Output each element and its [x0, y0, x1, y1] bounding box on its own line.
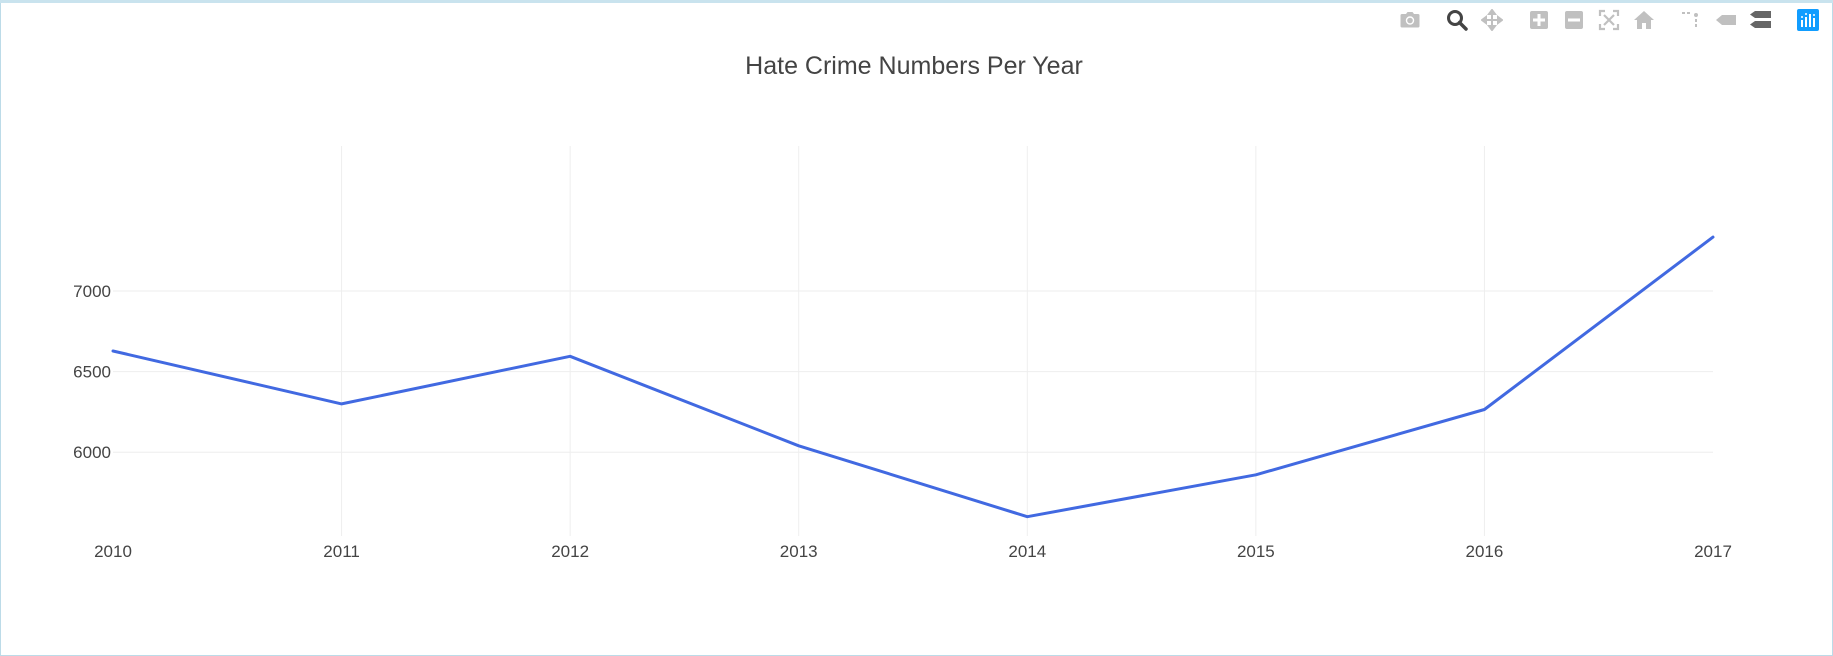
camera-icon[interactable]: [1398, 8, 1422, 32]
data-point[interactable]: [107, 345, 119, 357]
hover-compare-icon[interactable]: [1749, 8, 1773, 32]
data-point[interactable]: [1250, 469, 1262, 481]
x-tick-label: 2016: [1466, 542, 1504, 561]
y-tick-label: 6500: [73, 363, 111, 382]
chart-title: Hate Crime Numbers Per Year: [745, 52, 1083, 80]
pan-icon[interactable]: [1480, 8, 1504, 32]
series-line[interactable]: [111, 235, 1715, 519]
x-tick-label: 2015: [1237, 542, 1275, 561]
data-point[interactable]: [1021, 511, 1033, 523]
data-point[interactable]: [1707, 231, 1719, 243]
plotly-logo-icon[interactable]: [1796, 8, 1820, 32]
modebar: [1398, 6, 1831, 34]
y-gridlines: [113, 290, 1713, 453]
x-tick-labels: 2010 2011 2012 2013 2014 2015 2016 2017: [94, 542, 1732, 561]
zoom-out-icon[interactable]: [1562, 8, 1586, 32]
x-tick-label: 2014: [1008, 542, 1046, 561]
x-tick-label: 2011: [323, 542, 360, 561]
y-tick-labels: 6000 6500 7000: [73, 282, 111, 462]
y-tick-label: 6000: [73, 443, 111, 462]
data-point[interactable]: [564, 350, 576, 362]
x-tick-label: 2012: [551, 542, 589, 561]
x-tick-label: 2010: [94, 542, 132, 561]
top-border: [0, 0, 1833, 3]
zoom-in-icon[interactable]: [1527, 8, 1551, 32]
series-layer: [107, 231, 1719, 523]
zoom-icon[interactable]: [1445, 8, 1469, 32]
spike-lines-icon[interactable]: [1679, 8, 1703, 32]
x-tick-label: 2013: [780, 542, 818, 561]
y-tick-label: 7000: [73, 282, 111, 301]
data-point[interactable]: [1478, 403, 1490, 415]
data-point[interactable]: [793, 440, 805, 452]
x-gridlines: [341, 146, 1485, 536]
hover-closest-icon[interactable]: [1714, 8, 1738, 32]
autoscale-icon[interactable]: [1597, 8, 1621, 32]
data-point[interactable]: [336, 398, 348, 410]
x-tick-label: 2017: [1694, 542, 1732, 561]
home-icon[interactable]: [1632, 8, 1656, 32]
